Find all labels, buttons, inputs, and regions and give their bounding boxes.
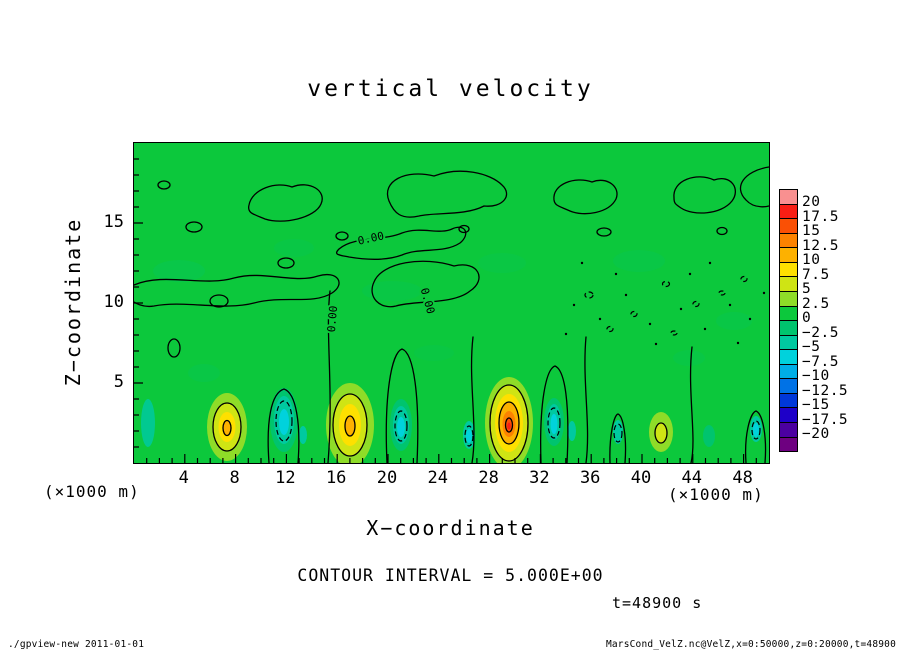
footer-source-file: MarsCond_VelZ.nc@VelZ,x=0:50000,z=0:2000… — [605, 639, 896, 650]
colorbar-segment — [780, 320, 797, 335]
colorbar-segment — [780, 392, 797, 408]
x-axis-label: X−coordinate — [366, 516, 535, 540]
contour-plot-area: 0.00 0.00 0.00 — [133, 142, 770, 464]
colorbar-label: −2.5 — [802, 324, 839, 341]
colorbar-segment — [780, 203, 797, 219]
colorbar-segment — [780, 232, 797, 248]
footer-tool-version: ./gpview-new 2011-01-01 — [8, 639, 145, 650]
colorbar-segment — [780, 190, 797, 204]
colorbar-label: −5 — [802, 339, 821, 355]
colorbar-segment — [780, 290, 797, 306]
colorbar-label: −12.5 — [802, 382, 849, 399]
x-tick: 44 — [681, 468, 703, 488]
colorbar-segment — [780, 218, 797, 233]
colorbar-label: −17.5 — [802, 411, 849, 428]
x-tick: 40 — [630, 468, 652, 488]
colorbar-label: 10 — [802, 252, 821, 268]
x-tick: 24 — [427, 468, 449, 488]
colorbar-label: 5 — [802, 281, 812, 297]
colorbar-segment — [780, 305, 797, 321]
x-tick: 36 — [579, 468, 601, 488]
colorbar-label: −10 — [802, 368, 830, 384]
colorbar-label: 12.5 — [802, 237, 839, 254]
x-tick: 4 — [178, 468, 189, 488]
colorbar-segment — [780, 436, 797, 452]
colorbar-label: −15 — [802, 397, 830, 413]
x-tick: 20 — [376, 468, 398, 488]
x-tick: 8 — [229, 468, 240, 488]
colorbar-label: 17.5 — [802, 208, 839, 225]
colorbar-label: 15 — [802, 223, 821, 239]
y-tick: 10 — [103, 292, 124, 312]
zero-contours — [134, 166, 769, 463]
y-tick: 5 — [113, 372, 124, 392]
y-tick: 15 — [103, 212, 124, 232]
x-tick: 16 — [325, 468, 347, 488]
colorbar-label: 7.5 — [802, 266, 830, 283]
time-text: t=48900 s — [612, 594, 703, 612]
x-tick: 48 — [732, 468, 753, 488]
colorbar-segment — [780, 407, 797, 422]
x-tick: 28 — [478, 468, 499, 488]
colorbar-segment — [780, 378, 797, 393]
x-tick: 12 — [275, 468, 296, 488]
colorbar-label: −7.5 — [802, 353, 839, 370]
colorbar-segment — [780, 247, 797, 262]
y-axis-units: (×1000 m) — [44, 482, 140, 501]
x-axis-units: (×1000 m) — [668, 485, 764, 504]
colorbar-segment — [780, 363, 797, 379]
colorbar-label: 2.5 — [802, 295, 830, 312]
colorbar — [779, 189, 798, 452]
contour-interval-text: CONTOUR INTERVAL = 5.000E+00 — [297, 566, 604, 585]
axis-ticks — [134, 158, 757, 463]
colorbar-segment — [780, 276, 797, 291]
colorbar-label: −20 — [802, 426, 830, 442]
colorbar-segment — [780, 261, 797, 277]
chart-title: vertical velocity — [307, 76, 594, 102]
colorbar-segment — [780, 349, 797, 364]
colorbar-segment — [780, 422, 797, 437]
contour-label-0: 0.00 — [325, 305, 340, 333]
negative-contours — [275, 275, 761, 447]
x-tick: 32 — [529, 468, 550, 488]
contour-specks — [564, 261, 766, 346]
field-mottle — [153, 239, 752, 382]
contour-field: 0.00 0.00 0.00 — [134, 143, 769, 463]
colorbar-label: 0 — [802, 310, 812, 326]
colorbar-segment — [780, 334, 797, 350]
colorbar-label: 20 — [802, 194, 821, 210]
